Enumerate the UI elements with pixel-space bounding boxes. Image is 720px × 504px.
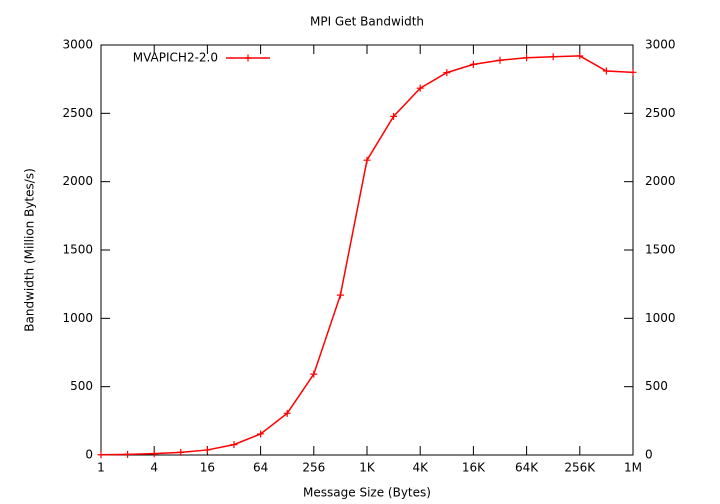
x-tick-label: 256K xyxy=(564,461,596,475)
point xyxy=(496,56,504,64)
point xyxy=(257,430,265,438)
y-tick-label: 0 xyxy=(85,448,93,462)
legend-point xyxy=(244,54,252,62)
point xyxy=(390,112,398,120)
y-tick-label: 3000 xyxy=(62,38,93,52)
point xyxy=(443,69,451,77)
legend-label: MVAPICH2-2.0 xyxy=(133,51,218,65)
y2-tick-label: 0 xyxy=(645,448,653,462)
chart-title: MPI Get Bandwidth xyxy=(310,15,424,29)
y2-tick-label: 2000 xyxy=(645,174,676,188)
y-tick-label: 2500 xyxy=(62,106,93,120)
point xyxy=(336,291,344,299)
y2-tick-label: 1000 xyxy=(645,311,676,325)
point xyxy=(523,54,531,62)
x-tick-label: 16K xyxy=(462,461,486,475)
x-tick-label: 256 xyxy=(302,461,325,475)
point xyxy=(629,68,637,76)
point xyxy=(363,156,371,164)
x-tick-label: 1K xyxy=(359,461,376,475)
point xyxy=(416,84,424,92)
point xyxy=(549,53,557,61)
y2-tick-label: 3000 xyxy=(645,38,676,52)
y-tick-label: 500 xyxy=(70,379,93,393)
x-tick-label: 4 xyxy=(150,461,158,475)
point xyxy=(576,52,584,60)
point xyxy=(310,370,318,378)
y-axis-label: Bandwidth (Million Bytes/s) xyxy=(23,168,37,331)
y2-tick-label: 500 xyxy=(645,379,668,393)
point xyxy=(150,450,158,458)
point xyxy=(177,448,185,456)
point xyxy=(124,450,132,458)
y-tick-label: 2000 xyxy=(62,174,93,188)
x-tick-label: 4K xyxy=(412,461,429,475)
point xyxy=(203,446,211,454)
point xyxy=(602,67,610,75)
y-tick-label: 1000 xyxy=(62,311,93,325)
x-tick-label: 1 xyxy=(97,461,105,475)
point xyxy=(230,441,238,449)
x-tick-label: 16 xyxy=(200,461,215,475)
point xyxy=(469,60,477,68)
point xyxy=(283,409,291,417)
x-tick-label: 64 xyxy=(253,461,268,475)
y2-tick-label: 2500 xyxy=(645,106,676,120)
x-axis-label: Message Size (Bytes) xyxy=(303,486,431,500)
y2-tick-label: 1500 xyxy=(645,243,676,257)
point xyxy=(97,451,105,459)
x-tick-label: 1M xyxy=(624,461,642,475)
x-tick-label: 64K xyxy=(515,461,539,475)
y-tick-label: 1500 xyxy=(62,243,93,257)
